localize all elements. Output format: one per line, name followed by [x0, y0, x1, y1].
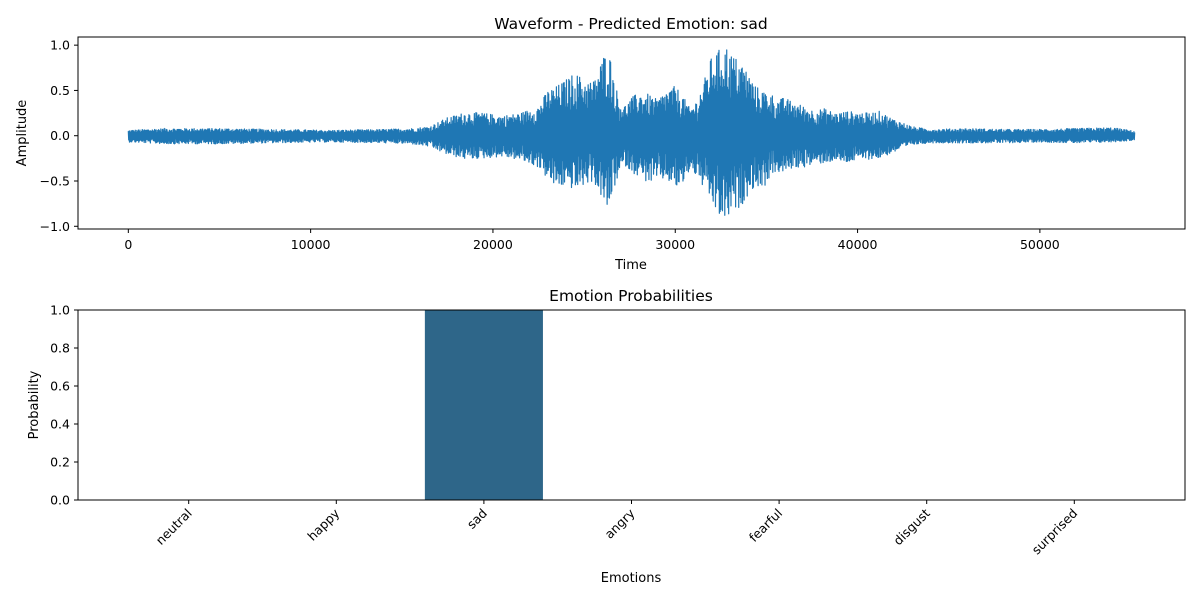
waveform-y-ticks: −1.0 −0.5 0.0 0.5 1.0: [40, 38, 78, 234]
waveform-series-line: [127, 49, 1136, 216]
probability-axes-frame: [77, 309, 1186, 501]
waveform-x-tick-label: 20000: [473, 237, 513, 252]
probability-y-tick-label: 0.8: [50, 341, 70, 356]
waveform-plot-area: [127, 49, 1136, 216]
waveform-x-tick-label: 40000: [838, 237, 878, 252]
waveform-chart: Waveform - Predicted Emotion: sad 0 10000…: [15, 15, 1186, 273]
waveform-y-tick-label: −1.0: [40, 219, 70, 234]
probability-x-axis-label: Emotions: [601, 571, 662, 586]
probability-y-tick-label: 1.0: [50, 303, 70, 318]
probability-y-tick-label: 0.6: [50, 379, 70, 394]
waveform-x-axis-label: Time: [614, 258, 647, 273]
bar-sad: [424, 310, 543, 500]
probability-plot-area: [424, 310, 543, 500]
waveform-x-tick-label: 0: [124, 237, 132, 252]
probability-title: Emotion Probabilities: [549, 287, 713, 305]
probability-y-ticks: 0.0 0.2 0.4 0.6 0.8 1.0: [50, 303, 78, 508]
probability-y-axis-label: Probability: [27, 370, 42, 439]
waveform-y-axis-label: Amplitude: [15, 100, 30, 167]
waveform-y-tick-label: 0.0: [50, 128, 70, 143]
waveform-x-tick-label: 50000: [1020, 237, 1060, 252]
probability-y-tick-label: 0.4: [50, 417, 70, 432]
waveform-y-tick-label: 0.5: [50, 83, 70, 98]
probability-y-tick-label: 0.2: [50, 455, 70, 470]
waveform-x-tick-label: 10000: [291, 237, 331, 252]
waveform-axes-frame: [77, 36, 1186, 230]
waveform-x-ticks: 0 10000 20000 30000 40000 50000: [124, 229, 1060, 252]
waveform-y-tick-label: 1.0: [50, 38, 70, 53]
waveform-y-tick-label: −0.5: [40, 174, 70, 189]
waveform-title: Waveform - Predicted Emotion: sad: [494, 15, 767, 33]
waveform-x-tick-label: 30000: [655, 237, 695, 252]
probability-y-tick-label: 0.0: [50, 493, 70, 508]
